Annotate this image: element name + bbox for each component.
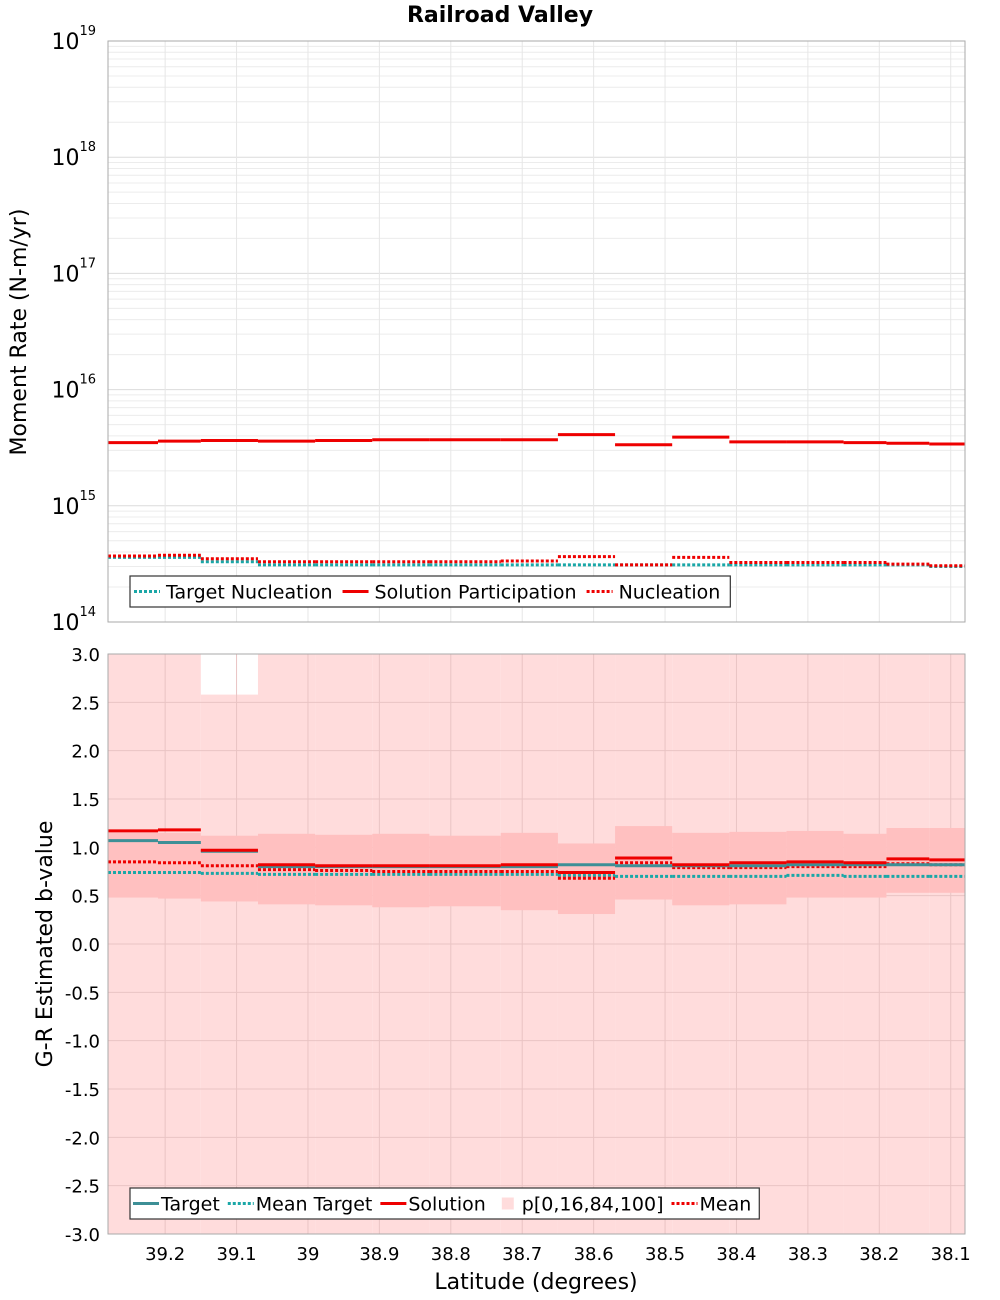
y-tick-label: 1016 [51,373,96,404]
x-tick-label: 38.2 [859,1244,899,1265]
band-inner-bin [200,835,258,902]
legend-label-mean-target: Mean Target [256,1194,373,1216]
x-tick-label: 38.8 [431,1244,471,1265]
y-tick-label: 1019 [51,24,96,55]
y-tick-label: 2.0 [71,742,100,763]
legend-label-nucleation: Nucleation [619,582,721,604]
y-tick-label: -2.5 [65,1177,100,1198]
chart-title: Railroad Valley [407,3,593,28]
top-plot-frame [107,40,966,623]
y-tick-label: 1018 [51,140,96,171]
y-tick-label-exponent: 15 [79,489,96,504]
y-tick-label: 1.5 [71,790,100,811]
moment-rate-y-axis-label: Moment Rate (N-m/yr) [7,209,32,456]
band-inner-bin [729,831,787,905]
y-tick-label-base: 10 [51,30,79,55]
x-tick-label: 38.4 [716,1244,756,1265]
legend-label-target-nucleation: Target Nucleation [165,582,333,604]
y-tick-label: -0.5 [65,983,100,1004]
y-tick-label: 2.5 [71,693,100,714]
series-mean [108,860,965,880]
band-outer-bin [200,694,258,1234]
legend-swatch-p-0-16-84-100 [501,1197,514,1210]
band-inner-bin [557,843,616,915]
legend-label-mean: Mean [700,1194,752,1216]
y-tick-label-base: 10 [51,495,79,520]
bottom-legend: Target Mean Target Solution p[0,16,84,100] M… [129,1187,760,1220]
top-grid [108,41,965,623]
b-value-y-axis-label: G-R Estimated b-value [33,821,58,1068]
y-tick-label-exponent: 16 [79,373,96,388]
y-tick-label-exponent: 19 [79,24,96,39]
band-inner-bin [315,834,373,906]
y-tick-label: -1.0 [65,1032,100,1053]
y-tick-label: -3.0 [65,1225,100,1246]
legend-label-p-0-16-84-100: p[0,16,84,100] [522,1194,664,1216]
y-tick-label-exponent: 17 [79,256,96,271]
bottom-legend-box [129,1187,760,1220]
latitude-x-axis-label: Latitude (degrees) [434,1270,637,1295]
b-value-panel: 3.0 2.5 2.0 1.5 1.0 0.5 0.0 -0.5 -1.0 -1.5 -2.0 -2.… [65,645,971,1265]
y-tick-label: -2.0 [65,1128,100,1149]
y-tick-label: -1.5 [65,1080,100,1101]
y-tick-label: 0.0 [71,935,100,956]
x-tick-label: 38.6 [574,1244,614,1265]
top-legend-box [129,575,731,608]
band-inner-bin [672,832,730,906]
band-inner-bin [372,833,430,908]
legend-label-solution: Solution [408,1194,485,1216]
x-tick-label: 38.7 [502,1244,542,1265]
series-solution [108,828,965,874]
x-tick-label: 38.9 [359,1244,399,1265]
y-tick-label-exponent: 14 [79,605,96,620]
series-nucleation [108,553,965,568]
bottom-plot-frame [107,653,966,1235]
x-tick-label: 39.1 [217,1244,257,1265]
legend-label-solution-participation: Solution Participation [375,582,577,604]
y-tick-label-base: 10 [51,611,79,636]
x-tick-label: 39 [297,1244,320,1265]
x-tick-label: 39.2 [145,1244,185,1265]
x-tick-label: 38.5 [645,1244,685,1265]
band-inner-bin [108,832,158,898]
x-tick-label: 38.3 [788,1244,828,1265]
series-solution-participation [108,433,965,447]
y-tick-label-base: 10 [51,146,79,171]
band-inner-bin [500,832,558,911]
y-tick-label: 1017 [51,256,96,287]
y-tick-label-exponent: 18 [79,140,96,155]
top-plot-area [108,41,965,622]
y-tick-label: 1015 [51,489,96,520]
y-tick-label: 3.0 [71,645,100,666]
y-tick-label-base: 10 [51,379,79,404]
y-tick-label: 0.5 [71,887,100,908]
series-mean-target [108,870,965,878]
y-tick-label-base: 10 [51,262,79,287]
y-tick-label: 1.0 [71,838,100,859]
legend-label-target: Target [160,1194,220,1216]
band-inner-bin [615,826,673,900]
top-legend: Target Nucleation Solution Participation N… [129,575,731,608]
band-inner-bin [257,833,316,905]
y-tick-label: 1014 [51,605,96,636]
x-tick-label: 38.1 [931,1244,971,1265]
